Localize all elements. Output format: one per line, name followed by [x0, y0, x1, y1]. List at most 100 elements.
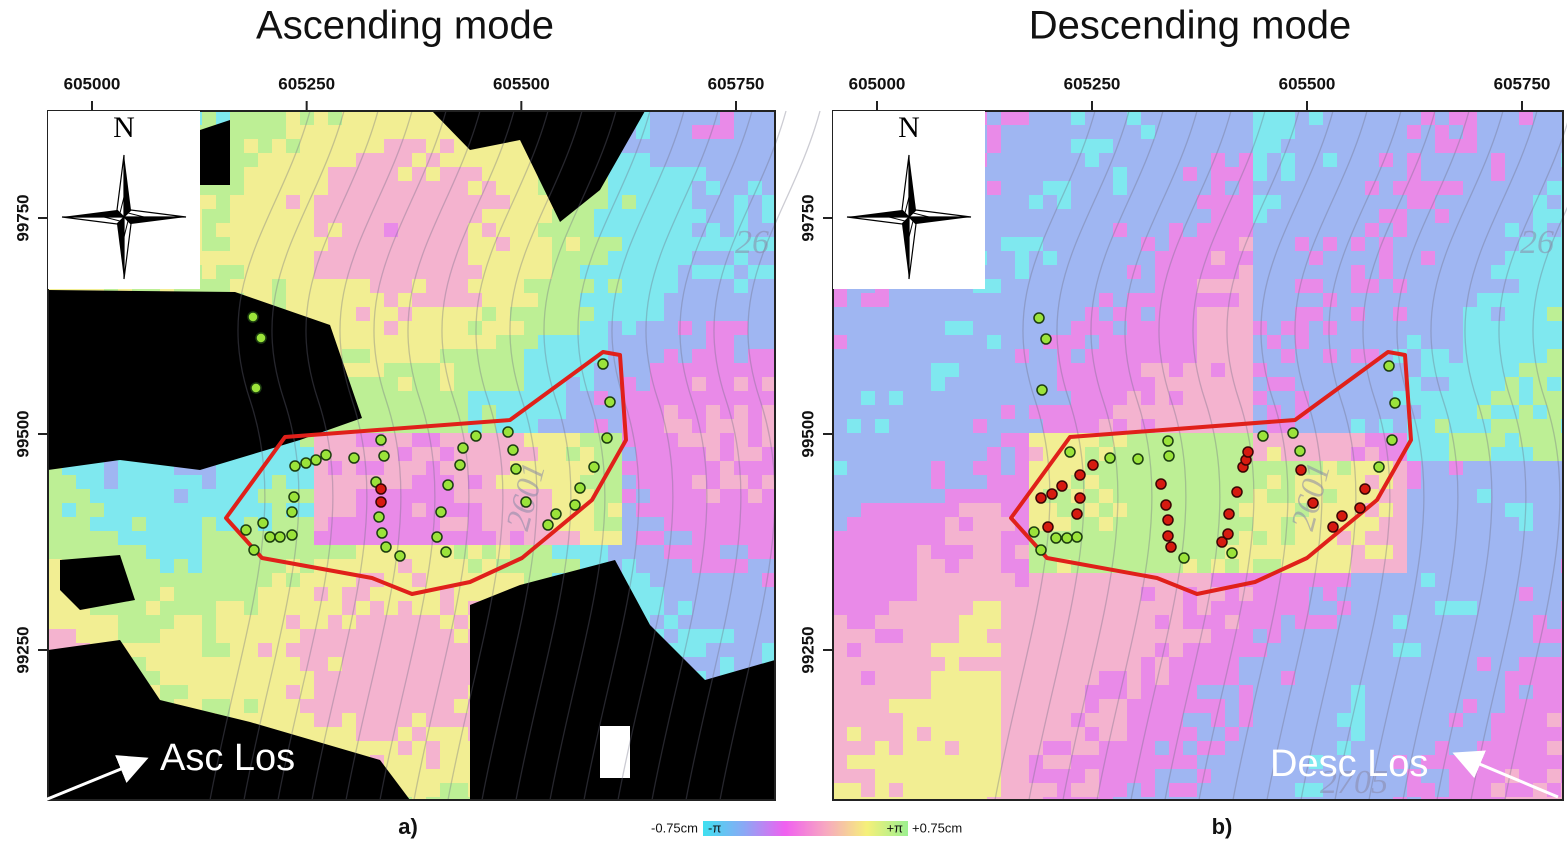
pixel [496, 405, 511, 420]
pixel [1057, 279, 1072, 294]
pixel [174, 503, 189, 518]
pixel [146, 503, 161, 518]
pixel [398, 769, 413, 784]
pixel [524, 265, 539, 280]
pixel [1225, 433, 1240, 448]
pixel [468, 587, 483, 602]
pixel [160, 531, 175, 546]
pixel [903, 335, 918, 350]
pixel [720, 461, 735, 476]
pixel [1505, 587, 1520, 602]
pixel [622, 335, 637, 350]
pixel [1491, 587, 1506, 602]
pixel [987, 503, 1002, 518]
pixel [216, 671, 231, 686]
pixel [398, 181, 413, 196]
pixel [959, 741, 974, 756]
pixel [1323, 167, 1338, 182]
pixel [1309, 377, 1324, 392]
pixel [440, 559, 455, 574]
pixel [1169, 293, 1184, 308]
pixel [931, 433, 946, 448]
pixel [664, 601, 679, 616]
pixel [875, 713, 890, 728]
pixel [987, 587, 1002, 602]
pixel [650, 153, 665, 168]
pixel [1253, 713, 1268, 728]
pixel [1435, 713, 1450, 728]
pixel [1099, 671, 1114, 686]
pixel [1141, 279, 1156, 294]
pixel [861, 447, 876, 462]
pixel [875, 629, 890, 644]
pixel [1015, 139, 1030, 154]
pixel [1421, 713, 1436, 728]
pixel [1477, 615, 1492, 630]
pixel [384, 181, 399, 196]
pixel [945, 377, 960, 392]
pixel [1533, 447, 1548, 462]
pixel [622, 153, 637, 168]
pixel [1155, 125, 1170, 140]
pixel [1099, 489, 1114, 504]
pixel [552, 545, 567, 560]
pixel [1435, 475, 1450, 490]
pixel [174, 587, 189, 602]
pixel [1379, 587, 1394, 602]
pixel [622, 531, 637, 546]
pixel [328, 587, 343, 602]
pixel [1421, 643, 1436, 658]
pixel [847, 433, 862, 448]
pixel [188, 615, 203, 630]
pixel [1099, 335, 1114, 350]
pixel [1253, 545, 1268, 560]
pixel [987, 391, 1002, 406]
pixel [1141, 195, 1156, 210]
pixel [1099, 279, 1114, 294]
pixel [1113, 629, 1128, 644]
pixel [1477, 209, 1492, 224]
pixel [973, 349, 988, 364]
pixel [1393, 713, 1408, 728]
pixel [1015, 405, 1030, 420]
pixel [1155, 587, 1170, 602]
pixel [1337, 657, 1352, 672]
pixel [356, 195, 371, 210]
pixel [692, 307, 707, 322]
pixel [146, 559, 161, 574]
pixel [104, 503, 119, 518]
pixel [987, 237, 1002, 252]
pixel [931, 531, 946, 546]
pixel [945, 573, 960, 588]
pixel [1309, 251, 1324, 266]
pixel [538, 363, 553, 378]
pixel [524, 195, 539, 210]
pixel [1519, 615, 1534, 630]
pixel [973, 545, 988, 560]
pixel [1533, 307, 1548, 322]
pixel [440, 433, 455, 448]
pixel [244, 195, 259, 210]
pixel [748, 279, 763, 294]
pixel [286, 293, 301, 308]
pixel [1351, 587, 1366, 602]
pixel [160, 559, 175, 574]
pixel [1323, 615, 1338, 630]
pixel [1421, 545, 1436, 560]
pixel [328, 167, 343, 182]
pixel [945, 559, 960, 574]
pixel [300, 237, 315, 252]
pixel [1099, 181, 1114, 196]
pixel [1043, 657, 1058, 672]
pixel [1309, 321, 1324, 336]
pixel [706, 559, 721, 574]
pixel [1085, 321, 1100, 336]
pixel [889, 727, 904, 742]
pixel [370, 237, 385, 252]
pixel [356, 475, 371, 490]
pixel [678, 405, 693, 420]
pixel [678, 167, 693, 182]
pixel [356, 391, 371, 406]
pixel [1183, 363, 1198, 378]
pixel [945, 713, 960, 728]
